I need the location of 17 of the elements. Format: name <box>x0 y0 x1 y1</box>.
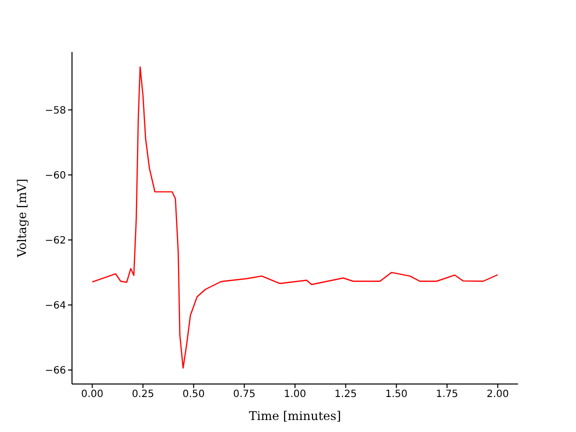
y-tick-label: −60 <box>44 170 66 182</box>
y-tick-label: −58 <box>44 105 66 116</box>
y-tick-label: −62 <box>44 236 66 246</box>
x-tick-label: 2.00 <box>486 389 509 400</box>
x-tick-label: 0.00 <box>81 389 104 400</box>
x-axis-title: Time [minutes] <box>248 409 342 423</box>
y-tick-label: −66 <box>44 366 66 377</box>
y-tick-label: −64 <box>44 300 66 312</box>
x-tick-label: 0.75 <box>233 389 256 400</box>
x-tick-label: 1.25 <box>334 389 357 400</box>
x-tick-label: 1.00 <box>284 389 306 400</box>
x-tick-label: 1.50 <box>385 389 408 400</box>
x-tick-label: 0.25 <box>132 389 154 400</box>
line-series <box>92 66 498 369</box>
x-tick-label: 1.75 <box>436 389 458 400</box>
x-tick-label: 0.50 <box>182 389 205 400</box>
y-axis-title: Voltage [mV] <box>15 178 29 258</box>
